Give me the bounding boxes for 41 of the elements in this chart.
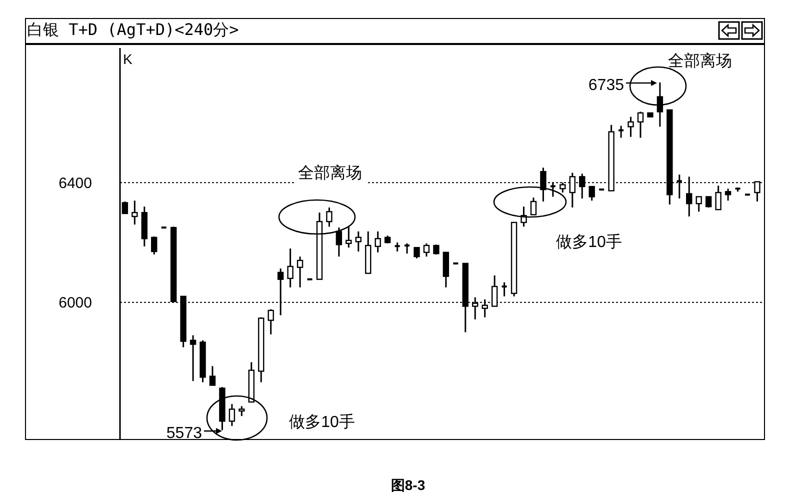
candlestick: [190, 334, 196, 382]
candlestick: [705, 196, 712, 208]
annotation: K: [123, 51, 133, 67]
candlestick: [724, 188, 732, 202]
y-tick-label: 6000: [58, 294, 92, 312]
candlestick: [696, 196, 702, 212]
chart-title: 白银 T+D (AgT+D)<240分>: [27, 20, 239, 41]
candlestick: [433, 244, 440, 256]
candlestick: [404, 242, 411, 254]
candlestick: [268, 308, 274, 336]
candlestick: [588, 186, 595, 202]
annotation: 6735: [588, 77, 624, 94]
annotation: 做多10手: [556, 233, 622, 251]
candlestick: [296, 256, 304, 288]
candlestick: [355, 230, 362, 252]
candlestick: [656, 82, 664, 128]
candlestick: [151, 236, 158, 256]
annotation: 做多10手: [289, 413, 355, 431]
candlestick: [530, 196, 537, 216]
candlestick: [326, 206, 332, 228]
annotation: 5573: [166, 425, 202, 442]
candlestick: [209, 365, 216, 386]
candlestick: [500, 282, 508, 298]
caption: 图8-3: [390, 477, 426, 493]
annotation: 全部离场: [298, 164, 362, 182]
y-tick-label: 6400: [58, 174, 92, 192]
candlestick: [346, 226, 352, 248]
candlestick: [228, 403, 236, 427]
candlestick: [628, 116, 634, 138]
candlestick: [423, 242, 430, 258]
candlestick: [374, 230, 381, 254]
candlestick: [442, 252, 450, 288]
candlestick: [238, 405, 245, 417]
candlestick: [414, 246, 420, 260]
annotation: 全部离场: [668, 52, 732, 70]
candlestick: [618, 125, 625, 139]
candlestick: [287, 248, 294, 288]
candlestick: [637, 110, 644, 139]
candlestick: [715, 184, 722, 210]
candlestick: [336, 226, 342, 258]
candlestick: [132, 200, 138, 226]
